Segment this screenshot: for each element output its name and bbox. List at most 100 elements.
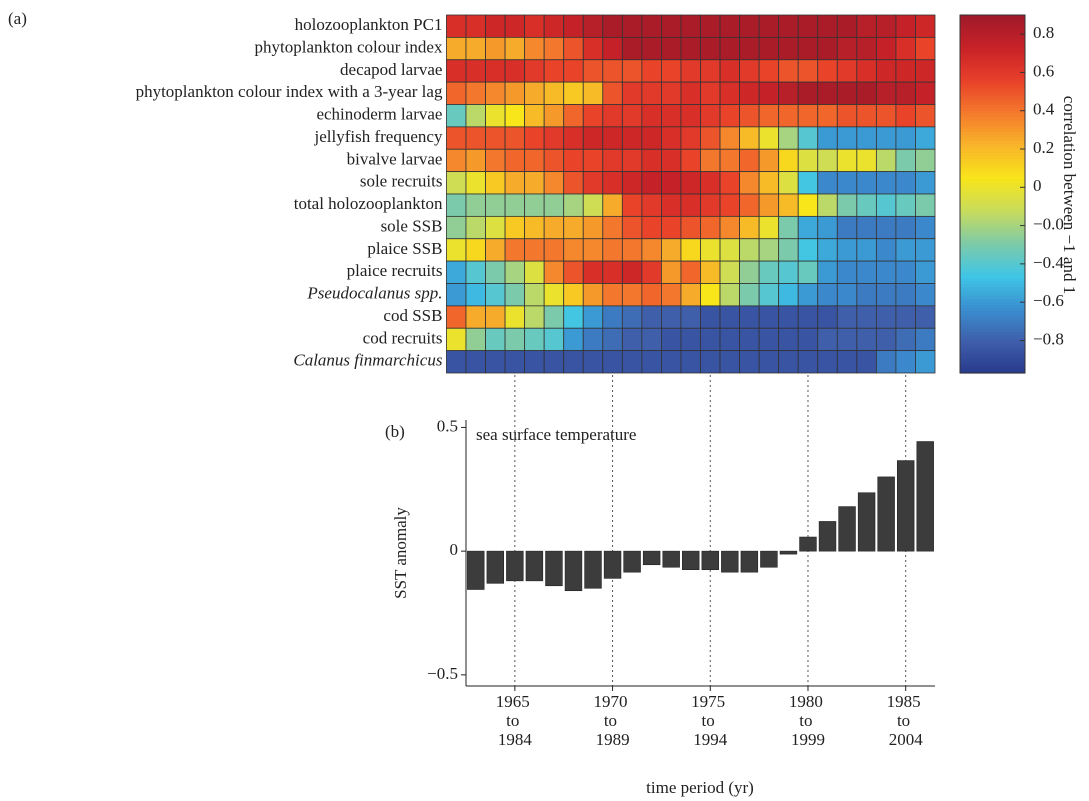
colorbar-segment [960,116,1025,121]
colorbar-segment [960,107,1025,112]
heatmap-cell [661,126,682,150]
heatmap-cell [797,350,819,374]
colorbar-segment [960,134,1025,138]
colorbar-segment [960,29,1025,34]
heatmap-cell [485,238,506,262]
colorbar-segment [960,313,1025,317]
colorbar-segment [960,253,1025,258]
heatmap-cell [641,327,662,352]
row-label: holozooplankton PC1 [295,15,443,34]
colorbar-segment [960,256,1025,261]
colorbar-segment [960,38,1025,43]
heatmap-cell [563,215,584,240]
bar [721,550,739,573]
heatmap-cell [661,350,682,374]
heatmap-cell [719,148,740,173]
bar [564,550,583,592]
heatmap-cell [758,126,780,150]
heatmap-cell [524,14,545,38]
heatmap-cell [446,238,467,262]
heatmap-cell [582,283,604,307]
colorbar-segment [960,65,1025,70]
heatmap-cell [817,327,838,352]
heatmap-cell [856,238,877,262]
heatmap-cell [778,327,799,352]
bar [662,550,680,568]
heatmap-cell [602,171,623,195]
heatmap-cell [895,59,916,83]
colorbar-segment [960,286,1025,291]
heatmap-cell [895,193,916,217]
heatmap-cell [836,327,858,352]
heatmap-cell [817,59,838,83]
heatmap-cell [543,238,565,262]
colorbar-segment [960,176,1025,180]
colorbar-tick-label: 0.2 [1033,138,1054,157]
heatmap-cell [680,171,701,195]
colorbar-segment [960,131,1025,135]
heatmap-cell [446,148,467,173]
bar [799,536,817,552]
colorbar-segment [960,89,1025,94]
heatmap-cell [543,283,565,307]
colorbar-segment [960,170,1025,174]
heatmap-cell [563,171,584,195]
colorbar-segment [960,122,1025,126]
colorbar-segment [960,152,1025,156]
heatmap-cell [700,350,721,374]
colorbar-tick-label: −0.6 [1033,291,1064,310]
colorbar-segment [960,35,1025,40]
heatmap-cell [446,59,467,83]
heatmap-cell [661,104,682,128]
colorbar-segment [960,110,1025,115]
heatmap-cell [582,305,604,329]
heatmap-cell [856,215,877,240]
heatmap-cell [680,126,701,150]
colorbar-segment [960,364,1025,368]
heatmap-cell [446,171,467,195]
heatmap-cell [543,59,565,83]
heatmap-cell [621,327,643,352]
heatmap-cell [524,283,545,307]
heatmap-cell [641,260,662,284]
heatmap-cell [680,104,701,128]
heatmap-cell [621,126,643,150]
heatmap-cell [778,148,799,173]
heatmap-cell [758,81,780,105]
colorbar-segment [960,283,1025,288]
heatmap-cell [700,327,721,352]
heatmap-cell [582,215,604,240]
heatmap-cell [797,193,819,217]
heatmap-cell [817,104,838,128]
heatmap-cell [817,238,838,262]
heatmap-cell [621,36,643,61]
heatmap-cell [700,104,721,128]
heatmap-cell [797,238,819,262]
colorbar-segment [960,247,1025,252]
row-label: cod recruits [363,328,443,347]
colorbar-segment [960,140,1025,144]
heatmap-cell [778,260,799,284]
bar [740,550,759,573]
heatmap-cell [797,215,819,240]
colorbar-segment [960,26,1025,31]
heatmap-cell [524,59,545,83]
colorbar-segment [960,232,1025,237]
heatmap-cell [446,327,467,352]
heatmap-cell [543,36,565,61]
colorbar-segment [960,161,1025,165]
heatmap-cell [524,36,545,61]
heatmap-cell [817,350,838,374]
heatmap-cell [778,350,799,374]
heatmap-cell [485,36,506,61]
colorbar-frame [959,14,1026,374]
heatmap-cell [836,260,858,284]
heatmap-cell [465,283,486,307]
colorbar-segment [960,268,1025,273]
heatmap-cell [875,14,897,38]
heatmap-cell [817,14,838,38]
heatmap-cell [602,283,623,307]
row-label: Calanus finmarchicus [293,351,442,370]
colorbar-segment [960,137,1025,141]
